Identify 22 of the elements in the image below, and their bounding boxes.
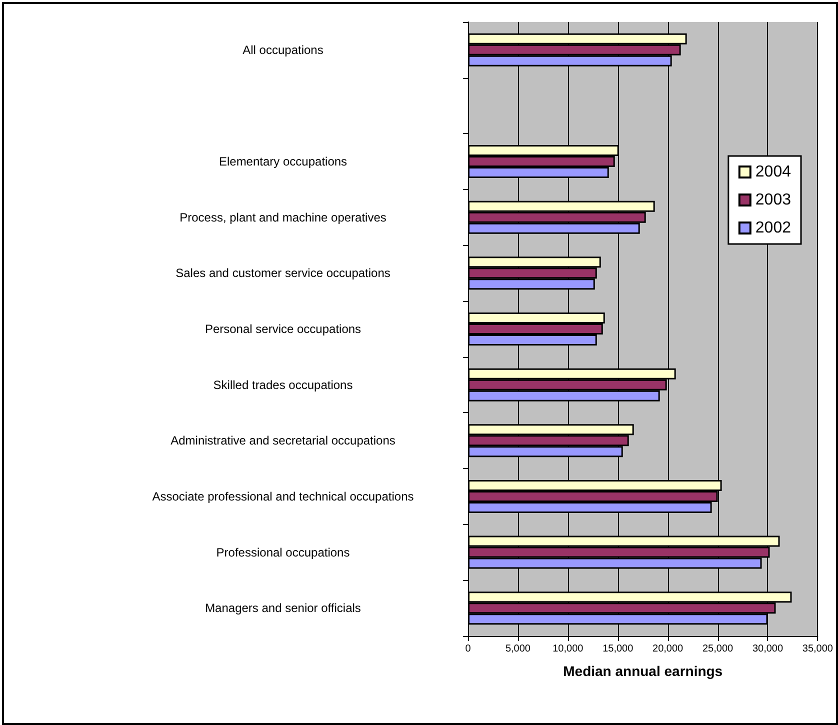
- x-tick-label: 0: [465, 644, 472, 654]
- y-tick-label: Managers and senior officials: [205, 601, 361, 616]
- y-tick-label: Process, plant and machine operatives: [180, 210, 386, 224]
- x-tick-label: 15,000: [602, 644, 634, 654]
- x-axis-title: Median annual earnings: [563, 663, 723, 679]
- y-tick-label: Administrative and secretarial occupations: [170, 434, 396, 448]
- x-tick-label: 30,000: [752, 644, 784, 654]
- y-tick-label: Associate professional and technical occupations: [152, 489, 414, 504]
- y-tick-label: Sales and customer service occupations: [176, 266, 390, 280]
- x-tick-label: 10,000: [552, 644, 584, 654]
- x-tick-label: 5,000: [505, 644, 531, 654]
- x-tick-label: 25,000: [702, 644, 734, 654]
- y-tick-label: Professional occupations: [216, 545, 350, 560]
- y-tick-label: All occupations: [242, 42, 324, 57]
- legend-label: 2002: [755, 220, 792, 236]
- legend-label: 2004: [755, 164, 792, 180]
- legend-label: 2003: [755, 192, 792, 208]
- y-tick-label: Elementary occupations: [218, 154, 348, 169]
- x-tick-label: 35,000: [802, 644, 834, 654]
- y-tick-label: Personal service occupations: [204, 322, 362, 336]
- x-tick-label: 20,000: [652, 644, 684, 654]
- y-tick-label: Skilled trades occupations: [213, 378, 353, 392]
